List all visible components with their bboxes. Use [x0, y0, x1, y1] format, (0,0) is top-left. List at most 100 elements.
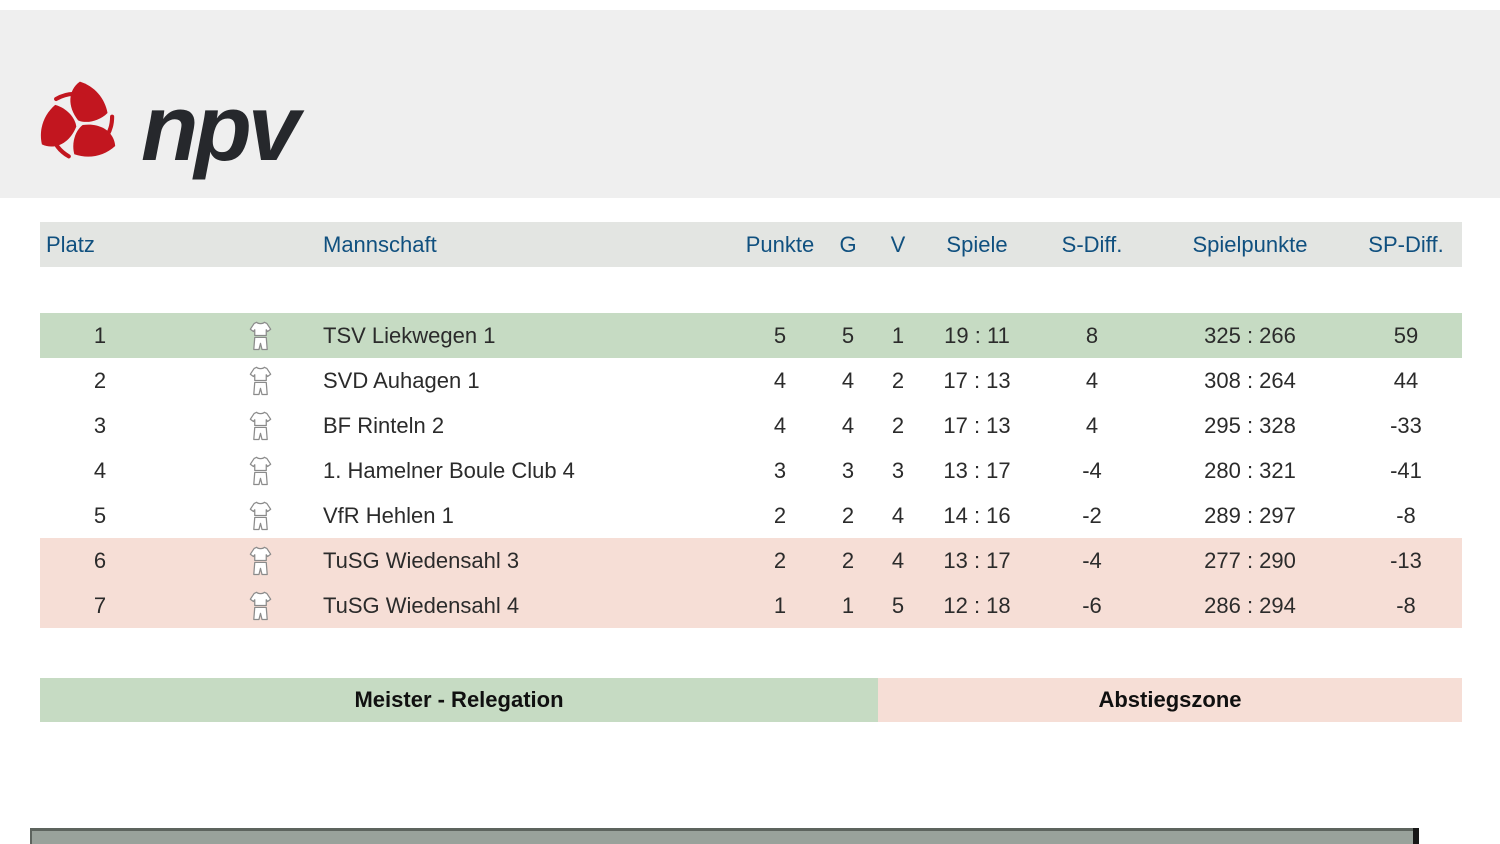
- legend-abstiegszone: Abstiegszone: [878, 678, 1462, 722]
- team-kit-icon: [249, 591, 272, 620]
- punkte-cell: 4: [773, 412, 787, 438]
- wins-cell: 1: [820, 583, 876, 628]
- rank-cell: 2: [93, 367, 107, 393]
- bottom-embed-top-edge: [30, 828, 1413, 844]
- spiele-cell: 17 : 13: [943, 367, 1011, 393]
- spiele-cell: 13 : 17: [920, 538, 1034, 583]
- punkte-cell: 2: [740, 538, 820, 583]
- rank-cell: 3: [93, 412, 107, 438]
- team-kit-icon: [249, 546, 272, 575]
- table-row: 5 VfR Hehlen 1 2 2 4 14 : 16 -2 289 : 29…: [40, 493, 1462, 538]
- team-name-cell: TSV Liekwegen 1: [323, 313, 740, 358]
- spielpunkte-cell: 308 : 264: [1204, 367, 1296, 393]
- spiele-cell: 12 : 18: [920, 583, 1034, 628]
- jersey-cell: [160, 448, 323, 493]
- wins-cell: 4: [841, 412, 855, 438]
- header-gap: [40, 267, 1462, 313]
- team-name-cell: 1. Hamelner Boule Club 4: [323, 457, 575, 483]
- jersey-cell: [160, 538, 323, 583]
- spiele-cell: 14 : 16: [943, 502, 1011, 528]
- logo-wordmark: npv: [141, 75, 300, 180]
- losses-cell: 2: [891, 412, 905, 438]
- column-header-spielpunkte: Spielpunkte: [1150, 222, 1350, 267]
- losses-cell: 5: [876, 583, 920, 628]
- losses-cell: 1: [876, 313, 920, 358]
- team-kit-icon: [249, 411, 272, 440]
- jersey-cell: [160, 403, 323, 448]
- punkte-cell: 5: [740, 313, 820, 358]
- spielpunkte-cell: 277 : 290: [1150, 538, 1350, 583]
- wins-cell: 3: [841, 457, 855, 483]
- team-name-cell: BF Rinteln 2: [323, 412, 445, 438]
- npv-logo[interactable]: npv: [33, 74, 300, 180]
- table-row: 3 BF Rinteln 2 4 4 2 17 : 13 4 295 : 328…: [40, 403, 1462, 448]
- punkte-cell: 2: [773, 502, 787, 528]
- sdiff-cell: -4: [1082, 457, 1102, 483]
- bottom-embed-right-edge: [1413, 828, 1419, 844]
- losses-cell: 4: [876, 538, 920, 583]
- spdiff-cell: -8: [1396, 502, 1416, 528]
- spielpunkte-cell: 286 : 294: [1150, 583, 1350, 628]
- sdiff-cell: 8: [1034, 313, 1150, 358]
- spdiff-cell: -41: [1390, 457, 1422, 483]
- team-name-cell: VfR Hehlen 1: [323, 502, 454, 528]
- standings-table: Platz Mannschaft Punkte G V Spiele S-Dif…: [40, 222, 1462, 628]
- sdiff-cell: -4: [1034, 538, 1150, 583]
- table-row: 7 TuSG Wiedensahl 4 1 1 5 12 : 18 -6 286…: [40, 583, 1462, 628]
- sdiff-cell: -6: [1034, 583, 1150, 628]
- spielpunkte-cell: 295 : 328: [1204, 412, 1296, 438]
- table-header-row: Platz Mannschaft Punkte G V Spiele S-Dif…: [40, 222, 1462, 267]
- column-header-platz: Platz: [40, 222, 160, 267]
- losses-cell: 2: [891, 367, 905, 393]
- spiele-cell: 13 : 17: [943, 457, 1011, 483]
- punkte-cell: 4: [773, 367, 787, 393]
- wins-cell: 2: [820, 538, 876, 583]
- column-header-v: V: [876, 222, 920, 267]
- spielpunkte-cell: 289 : 297: [1204, 502, 1296, 528]
- punkte-cell: 1: [740, 583, 820, 628]
- column-header-icon-spacer: [160, 222, 323, 267]
- table-row: 2 SVD Auhagen 1 4 4 2 17 : 13 4 308 : 26…: [40, 358, 1462, 403]
- jersey-cell: [160, 583, 323, 628]
- spdiff-cell: -33: [1390, 412, 1422, 438]
- top-banner: npv: [0, 10, 1500, 198]
- spdiff-cell: 44: [1393, 367, 1419, 393]
- sdiff-cell: -2: [1082, 502, 1102, 528]
- team-name-cell: TuSG Wiedensahl 4: [323, 583, 740, 628]
- spdiff-cell: -13: [1350, 538, 1462, 583]
- zone-legend: Meister - Relegation Abstiegszone: [40, 678, 1462, 722]
- team-kit-icon: [249, 321, 272, 350]
- sdiff-cell: 4: [1085, 367, 1099, 393]
- losses-cell: 4: [891, 502, 905, 528]
- team-name-cell: TuSG Wiedensahl 3: [323, 538, 740, 583]
- column-header-spiele: Spiele: [920, 222, 1034, 267]
- table-row: 1 TSV Liekwegen 1 5 5 1 19 : 11 8 325 : …: [40, 313, 1462, 358]
- rank-cell: 5: [93, 502, 107, 528]
- rank-cell: 1: [40, 313, 160, 358]
- column-header-g: G: [820, 222, 876, 267]
- rank-cell: 4: [93, 457, 107, 483]
- jersey-cell: [160, 313, 323, 358]
- wins-cell: 5: [820, 313, 876, 358]
- column-header-mannschaft: Mannschaft: [323, 222, 740, 267]
- rank-cell: 7: [40, 583, 160, 628]
- wins-cell: 2: [841, 502, 855, 528]
- petanque-ball-logo-icon: [40, 81, 116, 159]
- team-kit-icon: [249, 366, 272, 395]
- table-row: 4 1. Hamelner Boule Club 4 3 3 3 13 : 17…: [40, 448, 1462, 493]
- team-kit-icon: [249, 501, 272, 530]
- spiele-cell: 17 : 13: [943, 412, 1011, 438]
- table-row: 6 TuSG Wiedensahl 3 2 2 4 13 : 17 -4 277…: [40, 538, 1462, 583]
- team-kit-icon: [249, 456, 272, 485]
- jersey-cell: [160, 493, 323, 538]
- team-name-cell: SVD Auhagen 1: [323, 367, 480, 393]
- legend-meister-relegation: Meister - Relegation: [40, 678, 878, 722]
- wins-cell: 4: [841, 367, 855, 393]
- sdiff-cell: 4: [1085, 412, 1099, 438]
- punkte-cell: 3: [773, 457, 787, 483]
- spdiff-cell: 59: [1350, 313, 1462, 358]
- spielpunkte-cell: 325 : 266: [1150, 313, 1350, 358]
- spielpunkte-cell: 280 : 321: [1204, 457, 1296, 483]
- rank-cell: 6: [40, 538, 160, 583]
- column-header-sdiff: S-Diff.: [1034, 222, 1150, 267]
